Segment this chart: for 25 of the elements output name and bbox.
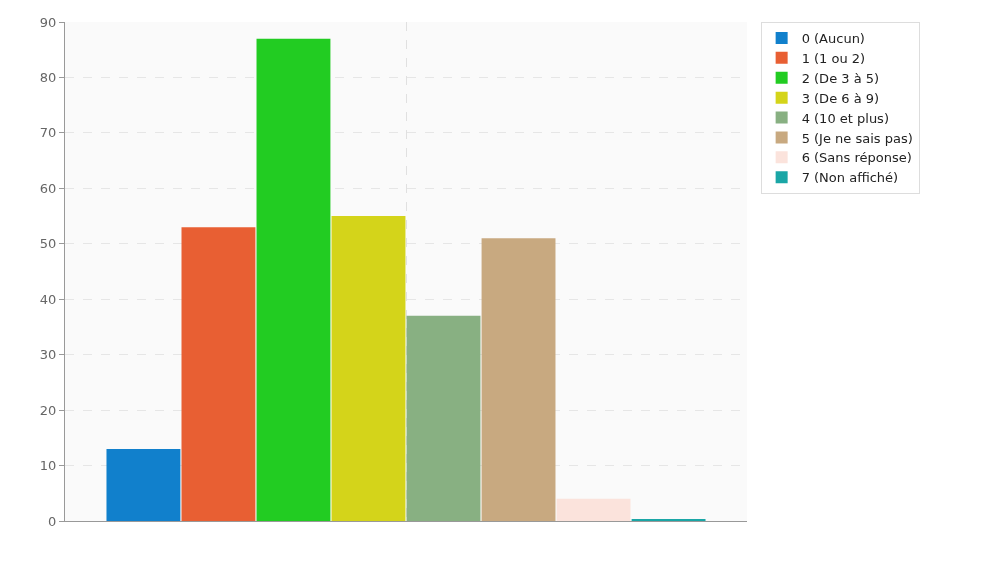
legend-label: 7 (Non affiché) (801, 170, 899, 186)
legend-label: 1 (1 ou 2) (801, 50, 866, 66)
y-tick-label: 60 (39, 180, 57, 196)
legend-label: 2 (De 3 à 5) (801, 70, 880, 86)
bar (406, 315, 481, 521)
bar (331, 216, 406, 521)
y-tick-label: 70 (39, 125, 57, 141)
bar (181, 227, 256, 521)
bar (106, 448, 181, 521)
legend-label: 0 (Aucun) (801, 31, 865, 47)
y-tick-label: 50 (39, 236, 57, 252)
legend-label: 5 (Je ne sais pas) (801, 130, 913, 146)
y-tick-label: 40 (39, 291, 57, 307)
y-tick-label: 90 (39, 14, 57, 30)
legend-label: 4 (10 et plus) (801, 110, 889, 126)
legend-label: 6 (Sans réponse) (801, 150, 912, 166)
y-tick-label: 20 (39, 402, 57, 418)
y-tick-label: 30 (39, 347, 57, 363)
y-tick-label: 80 (39, 69, 57, 85)
bar (556, 498, 631, 521)
legend-label: 3 (De 6 à 9) (801, 90, 880, 106)
bar (256, 38, 331, 521)
y-tick-label: 10 (39, 458, 57, 474)
y-tick-label: 0 (48, 513, 57, 529)
bar (481, 238, 556, 521)
